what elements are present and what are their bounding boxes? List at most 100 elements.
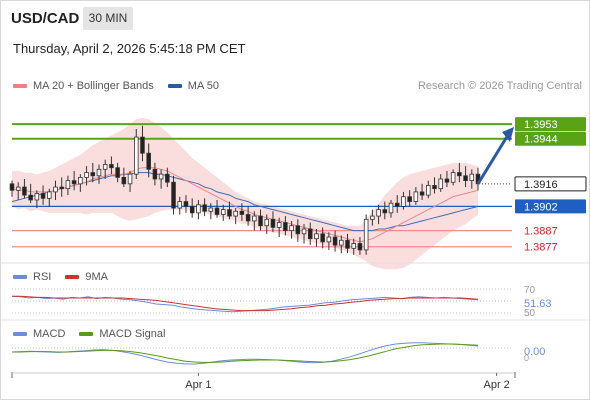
macd-last-value: 0.00 (524, 346, 545, 358)
candle-up (376, 209, 381, 217)
candle-down (227, 209, 232, 217)
level-label-1-3953: 1.3953 (524, 119, 558, 131)
candle-up (233, 210, 238, 217)
candle-up (34, 193, 40, 201)
watermark: Research © 2026 Trading Central (417, 80, 582, 92)
bollinger-band-fill (12, 117, 478, 270)
candle-up (220, 209, 226, 215)
candle-down (245, 214, 251, 222)
candle-down (345, 239, 350, 249)
candle-up (127, 173, 133, 185)
level-label-1-3877: 1.3877 (524, 242, 558, 254)
macd-signal-legend-label: MACD Signal (99, 328, 166, 340)
candle-up (102, 164, 108, 170)
macd-legend-swatch (13, 332, 27, 336)
candle-down (258, 215, 263, 227)
candle-down (407, 196, 412, 202)
candle-up (53, 186, 58, 193)
candle-down (189, 206, 195, 214)
candle-down (357, 243, 363, 251)
rsi-ma-line (12, 295, 479, 312)
x-axis-tick-label: Apr 1 (185, 379, 211, 391)
candle-down (320, 233, 325, 243)
candle-up (370, 215, 375, 220)
rsi-last-value: 51.63 (524, 298, 552, 310)
candle-down (109, 164, 114, 169)
candle-up (208, 207, 214, 212)
candle-down (71, 180, 77, 185)
candle-up (47, 191, 52, 199)
symbol-title: USD/CAD (11, 10, 80, 27)
rsi-legend-swatch (13, 275, 27, 279)
candle-down (457, 172, 462, 177)
candle-up (363, 218, 369, 251)
candle-down (444, 178, 450, 183)
candle-down (214, 207, 220, 215)
candle-down (419, 191, 425, 196)
candle-up (426, 185, 431, 196)
candle-up (84, 172, 89, 178)
rsi-ma-legend-swatch (65, 275, 80, 279)
candle-up (388, 202, 394, 214)
rsi-tick-label: 70 (524, 285, 536, 296)
candle-up (196, 204, 201, 214)
level-label-1-3944: 1.3944 (524, 134, 558, 146)
candle-up (351, 243, 356, 249)
rsi-ma-legend-label: 9MA (85, 271, 108, 283)
candle-up (177, 201, 183, 209)
candle-up (134, 136, 139, 175)
candle-down (140, 136, 145, 154)
candle-up (96, 168, 102, 177)
macd-legend-label: MACD (33, 328, 66, 340)
candle-down (115, 167, 120, 178)
candle-up (276, 222, 282, 228)
candle-up (15, 186, 21, 191)
candle-up (289, 225, 294, 231)
chart-datetime: Thursday, April 2, 2026 5:45:18 PM CET (13, 41, 246, 56)
candle-down (432, 185, 437, 190)
candle-down (295, 225, 301, 235)
candle-down (332, 236, 338, 246)
rsi-legend-label: RSI (33, 271, 52, 283)
candle-down (307, 228, 313, 240)
level-box-1-3944 (515, 131, 586, 146)
candle-up (314, 233, 319, 240)
candle-up (401, 196, 406, 207)
candle-down (165, 173, 170, 183)
candle-up (301, 228, 307, 235)
forecast-arrow-head (502, 127, 514, 143)
candle-down (146, 152, 151, 170)
candle-down (9, 183, 15, 191)
candle-up (450, 172, 456, 183)
ma50-legend-label: MA 50 (187, 80, 219, 92)
candle-down (121, 176, 127, 185)
candle-up (413, 191, 419, 202)
candle-up (78, 176, 83, 185)
rsi-legend: RSI 9MA (13, 271, 108, 283)
candle-down (22, 186, 27, 196)
candle-up (469, 173, 475, 182)
candle-down (40, 193, 46, 199)
level-label-1-3887: 1.3887 (524, 226, 558, 238)
level-label-1-3902: 1.3902 (524, 201, 558, 213)
candle-down (202, 204, 207, 212)
candle-down (152, 168, 158, 180)
candle-up (264, 218, 270, 227)
candle-down (239, 210, 245, 215)
forecast-arrow-shaft (476, 134, 510, 185)
level-box-1-3953 (515, 117, 586, 132)
candle-up (65, 180, 71, 190)
candle-down (283, 222, 288, 231)
candle-down (394, 202, 400, 207)
candle-down (382, 209, 388, 214)
timeframe-badge[interactable]: 30 MIN (83, 7, 133, 30)
ma50-legend-swatch (167, 84, 182, 88)
ma50-line (11, 172, 479, 232)
main-legend: MA 20 + Bollinger Bands MA 50 (13, 80, 219, 92)
candle-down (59, 186, 64, 190)
rsi-tick-label: 50 (524, 308, 536, 319)
macd-legend: MACD MACD Signal (13, 328, 165, 340)
candle-down (183, 201, 189, 207)
candle-down (270, 218, 276, 228)
